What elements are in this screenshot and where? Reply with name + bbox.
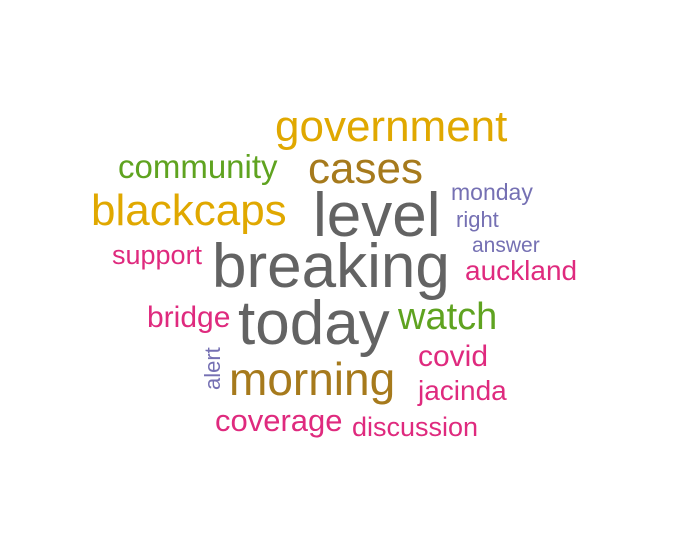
word-blackcaps: blackcaps [91,186,287,235]
word-breaking: breaking [212,232,450,301]
word-today: today [238,289,390,358]
word-government: government [275,102,508,151]
word-morning: morning [229,353,396,405]
word-answer: answer [472,234,540,257]
word-level: level [313,181,441,250]
word-bridge: bridge [147,301,231,334]
word-coverage: coverage [215,403,343,438]
word-alert: alert [200,347,225,390]
word-cases: cases [308,144,423,193]
word-monday: monday [451,179,533,205]
word-support: support [112,240,203,270]
word-discussion: discussion [352,412,479,442]
word-community: community [118,148,278,185]
word-right: right [456,207,499,232]
word-covid: covid [418,340,489,373]
word-watch: watch [398,296,498,338]
word-auckland: auckland [465,255,578,286]
word-jacinda: jacinda [418,375,507,406]
